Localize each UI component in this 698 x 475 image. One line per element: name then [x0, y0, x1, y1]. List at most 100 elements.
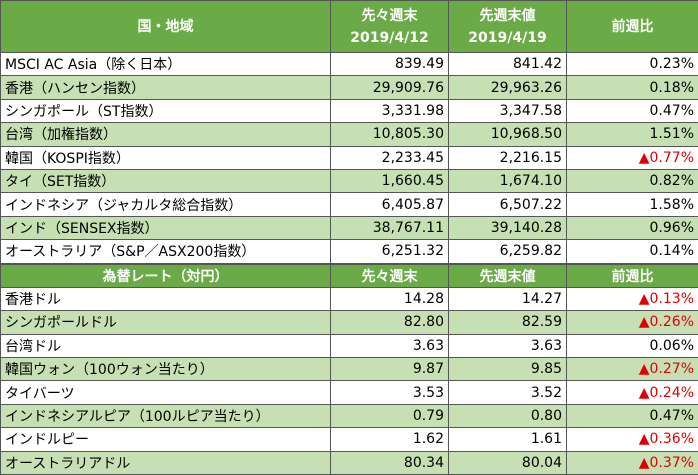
value-cell: 1.58% — [566, 192, 698, 217]
header-text: 先週末値 — [479, 268, 536, 285]
header-cell: 前週比 — [566, 0, 698, 53]
name-cell: インド（SENSEX指数） — [0, 215, 331, 241]
header-text: 国・地域 — [137, 18, 194, 35]
value-cell: 39,140.28 — [448, 215, 567, 241]
value-cell: 6,507.22 — [448, 192, 567, 217]
header-text: 2019/4/19 — [468, 29, 547, 46]
data-row: タイ（SET指数） 1,660.45 1,674.10 0.82% — [0, 168, 698, 194]
header-cell: 先々週末 2019/4/12 — [330, 0, 449, 53]
name-cell: インドネシア（ジャカルタ総合指数） — [0, 192, 331, 217]
value-cell: 80.34 — [330, 450, 449, 475]
value-cell: 2,216.15 — [448, 145, 567, 170]
value-cell: 10,805.30 — [330, 122, 449, 147]
data-row: 韓国ウォン（100ウォン当たり） 9.87 9.85 ▲0.27% — [0, 357, 698, 382]
header-cell: 前週比 — [566, 263, 698, 288]
name-cell: 韓国（KOSPI指数） — [0, 145, 331, 170]
data-row: シンガポール（ST指数） 3,331.98 3,347.58 0.47% — [0, 98, 698, 124]
data-row: オーストラリアドル 80.34 80.04 ▲0.37% — [0, 450, 698, 475]
value-cell: 0.47% — [566, 403, 698, 429]
value-cell: 841.42 — [448, 51, 567, 77]
value-cell: 839.49 — [330, 51, 449, 77]
value-cell: 0.47% — [566, 98, 698, 124]
value-cell: 3.63 — [330, 333, 449, 359]
value-cell: ▲0.13% — [566, 286, 698, 312]
name-cell: 香港（ハンセン指数） — [0, 75, 331, 100]
name-cell: 香港ドル — [0, 286, 331, 312]
value-cell: 80.04 — [448, 450, 567, 475]
value-cell: 1,674.10 — [448, 168, 567, 194]
header-row: 国・地域 先々週末 2019/4/12 先週末値 2019/4/19 前週比 — [0, 0, 698, 53]
index-table: 国・地域 先々週末 2019/4/12 先週末値 2019/4/19 前週比 MSCI AC… — [0, 0, 698, 264]
value-cell: 6,405.87 — [330, 192, 449, 217]
value-cell: 0.82% — [566, 168, 698, 194]
value-cell: 6,259.82 — [448, 239, 567, 264]
name-cell: インドルピー — [0, 427, 331, 452]
value-cell: ▲0.37% — [566, 450, 698, 475]
value-cell: ▲0.24% — [566, 380, 698, 405]
data-row: MSCI AC Asia（除く日本） 839.49 841.42 0.23% — [0, 51, 698, 77]
header-text: 先々週末 — [361, 7, 418, 24]
data-row: インドネシアルピア（100ルピア当たり） 0.79 0.80 0.47% — [0, 403, 698, 429]
name-cell: インドネシアルピア（100ルピア当たり） — [0, 403, 331, 429]
value-cell: 82.80 — [330, 310, 449, 335]
value-cell: 1.62 — [330, 427, 449, 452]
name-cell: タイバーツ — [0, 380, 331, 405]
header-cell: 国・地域 — [0, 0, 331, 53]
value-cell: ▲0.36% — [566, 427, 698, 452]
value-cell: 6,251.32 — [330, 239, 449, 264]
value-cell: 3,347.58 — [448, 98, 567, 124]
value-cell: 82.59 — [448, 310, 567, 335]
name-cell: シンガポールドル — [0, 310, 331, 335]
value-cell: ▲0.27% — [566, 357, 698, 382]
name-cell: MSCI AC Asia（除く日本） — [0, 51, 331, 77]
value-cell: 29,909.76 — [330, 75, 449, 100]
name-cell: タイ（SET指数） — [0, 168, 331, 194]
data-row: 韓国（KOSPI指数） 2,233.45 2,216.15 ▲0.77% — [0, 145, 698, 170]
header-text: 先々週末 — [361, 268, 418, 285]
value-cell: 14.28 — [330, 286, 449, 312]
data-row: インドネシア（ジャカルタ総合指数） 6,405.87 6,507.22 1.58% — [0, 192, 698, 217]
header-text: 為替レート（対円） — [102, 268, 229, 285]
header-cell: 先週末値 2019/4/19 — [448, 0, 567, 53]
fx-table: 為替レート（対円） 先々週末 先週末値 前週比 香港ドル 14.28 14.27 ▲0.13%… — [0, 263, 698, 475]
name-cell: 韓国ウォン（100ウォン当たり） — [0, 357, 331, 382]
value-cell: 1.61 — [448, 427, 567, 452]
header-text: 前週比 — [611, 18, 654, 35]
value-cell: 2,233.45 — [330, 145, 449, 170]
value-cell: 0.14% — [566, 239, 698, 264]
value-cell: ▲0.26% — [566, 310, 698, 335]
value-cell: 1,660.45 — [330, 168, 449, 194]
header-cell: 為替レート（対円） — [0, 263, 331, 288]
value-cell: 10,968.50 — [448, 122, 567, 147]
value-cell: 3.53 — [330, 380, 449, 405]
data-row: インド（SENSEX指数） 38,767.11 39,140.28 0.96% — [0, 215, 698, 241]
value-cell: 9.87 — [330, 357, 449, 382]
name-cell: オーストラリアドル — [0, 450, 331, 475]
data-row: インドルピー 1.62 1.61 ▲0.36% — [0, 427, 698, 452]
name-cell: オーストラリア（S&P／ASX200指数） — [0, 239, 331, 264]
header-text: 先週末値 — [479, 7, 536, 24]
name-cell: シンガポール（ST指数） — [0, 98, 331, 124]
data-row: タイバーツ 3.53 3.52 ▲0.24% — [0, 380, 698, 405]
header-text: 2019/4/12 — [350, 29, 429, 46]
value-cell: 38,767.11 — [330, 215, 449, 241]
data-row: 香港（ハンセン指数） 29,909.76 29,963.26 0.18% — [0, 75, 698, 100]
value-cell: 3.52 — [448, 380, 567, 405]
value-cell: 3,331.98 — [330, 98, 449, 124]
data-row: オーストラリア（S&P／ASX200指数） 6,251.32 6,259.82 0.1… — [0, 239, 698, 264]
value-cell: 0.06% — [566, 333, 698, 359]
header-row: 為替レート（対円） 先々週末 先週末値 前週比 — [0, 263, 698, 288]
value-cell: 0.23% — [566, 51, 698, 77]
value-cell: 0.96% — [566, 215, 698, 241]
name-cell: 台湾（加権指数） — [0, 122, 331, 147]
data-row: 台湾ドル 3.63 3.63 0.06% — [0, 333, 698, 359]
value-cell: 0.80 — [448, 403, 567, 429]
name-cell: 台湾ドル — [0, 333, 331, 359]
value-cell: 3.63 — [448, 333, 567, 359]
value-cell: 0.18% — [566, 75, 698, 100]
header-text: 前週比 — [611, 268, 654, 285]
data-row: 香港ドル 14.28 14.27 ▲0.13% — [0, 286, 698, 312]
value-cell: 29,963.26 — [448, 75, 567, 100]
value-cell: 9.85 — [448, 357, 567, 382]
